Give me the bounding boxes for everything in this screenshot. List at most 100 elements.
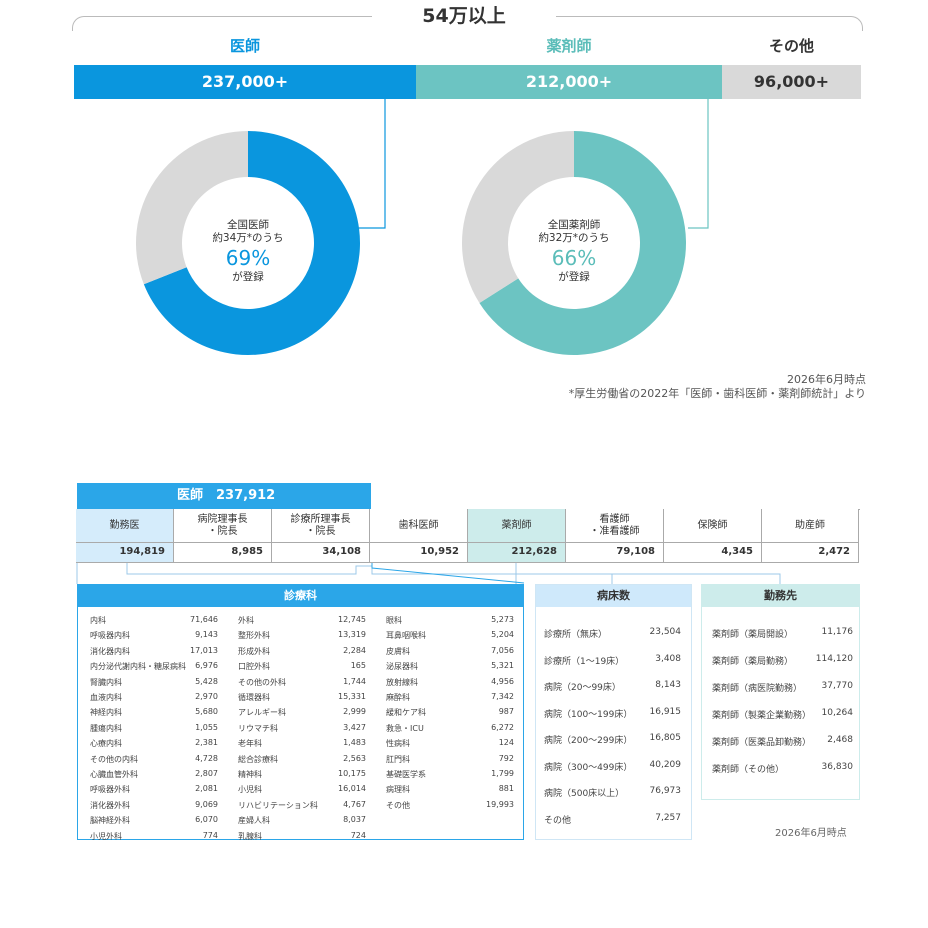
dept-name: 精神科 bbox=[238, 770, 262, 779]
workplace-row: 薬剤師（薬局勤務） 114,120 bbox=[712, 654, 853, 667]
workplace-count: 114,120 bbox=[815, 654, 853, 664]
dept-count: 5,273 bbox=[491, 615, 514, 624]
doctor-center-pct: 69% bbox=[225, 246, 271, 270]
stack-bar-segment-1: 212,000+ bbox=[416, 65, 722, 99]
dept-name: 血液内科 bbox=[90, 693, 122, 702]
dept-count: 5,204 bbox=[491, 630, 514, 640]
dept-name: 性病科 bbox=[386, 739, 410, 749]
dept-name: 形成外科 bbox=[238, 646, 270, 656]
dept-name: 総合診療科 bbox=[238, 754, 278, 764]
pharmacist-donut-chart bbox=[462, 131, 686, 355]
bed-category: 病院（100～199床） bbox=[544, 709, 633, 720]
bed-category: 病院（200～299床） bbox=[544, 736, 633, 746]
doctor-center-line2: 約34万*のうち bbox=[212, 232, 284, 244]
donut-0-slice-0 bbox=[143, 131, 360, 355]
dept-count: 6,070 bbox=[195, 815, 218, 825]
doctor-donut-center: 全国医師 約34万*のうち 69% が登録 bbox=[198, 219, 298, 284]
dept-row: 緩和ケア科 987 bbox=[386, 707, 514, 719]
dept-name: 救急・ICU bbox=[386, 723, 424, 733]
stack-bar-segment-0: 237,000+ bbox=[74, 65, 416, 99]
table-header-3: 歯科医師 bbox=[370, 509, 468, 543]
dept-count: 5,321 bbox=[491, 661, 514, 671]
dept-row: 産婦人科 8,037 bbox=[238, 815, 366, 827]
dept-count: 1,799 bbox=[491, 769, 514, 778]
profession-table: 勤務医 194,819 病院理事長 ・院長 8,985 診療所理事長 ・院長 34,108… bbox=[76, 509, 860, 563]
workplace-row: 薬剤師（医薬品卸勤務） 2,468 bbox=[712, 735, 853, 748]
bed-row: 診療所（1～19床） 3,408 bbox=[544, 653, 681, 667]
dept-count: 1,744 bbox=[343, 676, 366, 686]
dept-count: 9,069 bbox=[195, 799, 218, 809]
bed-row: 病院（300～499床） 40,209 bbox=[544, 760, 681, 773]
dept-row: 放射線科 4,956 bbox=[386, 677, 514, 689]
tree-line-3 bbox=[371, 563, 525, 584]
bed-row: 診療所（無床） 23,504 bbox=[544, 627, 681, 640]
dept-name: 神経内科 bbox=[90, 708, 122, 718]
dept-name: 老年科 bbox=[238, 739, 262, 749]
dept-count: 71,646 bbox=[190, 615, 218, 624]
pharmacist-center-line1: 全国薬剤師 bbox=[547, 219, 601, 231]
connector-lines bbox=[358, 99, 709, 229]
dept-count: 1,055 bbox=[195, 722, 218, 732]
dept-row: 乳腺科 724 bbox=[238, 831, 366, 843]
dept-name: 小児科 bbox=[238, 785, 262, 795]
dept-name: その他 bbox=[386, 800, 410, 810]
pharmacist-center-line4: が登録 bbox=[558, 271, 590, 283]
dept-count: 4,767 bbox=[343, 799, 366, 809]
dept-count: 8,037 bbox=[343, 815, 366, 825]
bed-category: 診療所（1～19床） bbox=[544, 656, 625, 667]
dept-name: 脳神経外科 bbox=[90, 816, 130, 826]
dept-name: 眼科 bbox=[386, 616, 402, 625]
as-of-note: 2026年6月時点 bbox=[787, 373, 866, 386]
dept-count: 5,680 bbox=[195, 707, 218, 717]
dept-name: その他の外科 bbox=[238, 677, 286, 687]
dept-name: リウマチ科 bbox=[238, 723, 278, 733]
dept-count: 17,013 bbox=[190, 645, 218, 655]
dept-name: 心臓血管外科 bbox=[90, 770, 138, 779]
dept-count: 2,381 bbox=[195, 738, 218, 748]
dept-row: 血液内科 2,970 bbox=[90, 692, 218, 704]
workplace-title: 勤務先 bbox=[702, 585, 859, 607]
table-value-7: 2,472 bbox=[762, 543, 859, 563]
table-header-1: 病院理事長 ・院長 bbox=[174, 509, 272, 543]
dept-name: 心療内科 bbox=[90, 739, 122, 749]
table-value-4: 212,628 bbox=[468, 543, 566, 563]
dept-count: 9,143 bbox=[195, 630, 218, 640]
dept-row: アレルギー科 2,999 bbox=[238, 707, 366, 719]
table-value-2: 34,108 bbox=[272, 543, 370, 563]
dept-row: 腎臓内科 5,428 bbox=[90, 677, 218, 689]
bed-count: 8,143 bbox=[655, 680, 681, 690]
table-header-6: 保険師 bbox=[664, 509, 762, 543]
dept-count: 15,331 bbox=[338, 692, 366, 701]
dept-row: 呼吸器外科 2,081 bbox=[90, 784, 218, 796]
table-value-3: 10,952 bbox=[370, 543, 468, 563]
dept-row: 病理科 881 bbox=[386, 784, 514, 796]
dept-row: 救急・ICU 6,272 bbox=[386, 723, 514, 735]
workplace-category: 薬剤師（薬局開設） bbox=[712, 630, 794, 640]
workplace-as-of: 2026年6月時点 bbox=[775, 828, 847, 839]
dept-name: 産婦人科 bbox=[238, 816, 270, 826]
workplace-panel: 勤務先 薬剤師（薬局開設） 11,176 薬剤師（薬局勤務） 114,120 薬剤師（病… bbox=[701, 584, 860, 800]
dept-row: 腫瘍内科 1,055 bbox=[90, 723, 218, 735]
bed-count: 7,257 bbox=[655, 812, 681, 823]
dept-count: 792 bbox=[498, 753, 514, 763]
bed-count: 76,973 bbox=[649, 786, 682, 796]
workplace-row: 薬剤師（薬局開設） 11,176 bbox=[712, 627, 853, 640]
departments-panel: 診療科 内科 71,646 呼吸器内科 9,143 消化器内科 17,013 内分泌代謝内科… bbox=[77, 584, 524, 843]
dept-row: 外科 12,745 bbox=[238, 615, 366, 627]
dept-name: 基礎医学系 bbox=[386, 770, 426, 779]
dept-count: 6,272 bbox=[491, 722, 514, 732]
dept-row: 性病科 124 bbox=[386, 738, 514, 750]
table-header-5: 看護師 ・准看護師 bbox=[566, 509, 664, 543]
dept-name: アレルギー科 bbox=[238, 708, 286, 718]
doctor-donut-chart bbox=[135, 131, 360, 355]
table-value-0: 194,819 bbox=[76, 543, 174, 563]
workplace-row: 薬剤師（製薬企業勤務） 10,264 bbox=[712, 708, 853, 721]
bed-category: 診療所（無床） bbox=[544, 630, 608, 640]
dept-count: 16,014 bbox=[338, 784, 366, 794]
tree-line-1 bbox=[126, 563, 517, 584]
dept-row: 呼吸器内科 9,143 bbox=[90, 630, 218, 642]
dept-name: 放射線科 bbox=[386, 677, 418, 687]
dept-row: その他 19,993 bbox=[386, 800, 514, 812]
dept-row: 泌尿器科 5,321 bbox=[386, 661, 514, 673]
bed-count: 3,408 bbox=[655, 653, 681, 664]
